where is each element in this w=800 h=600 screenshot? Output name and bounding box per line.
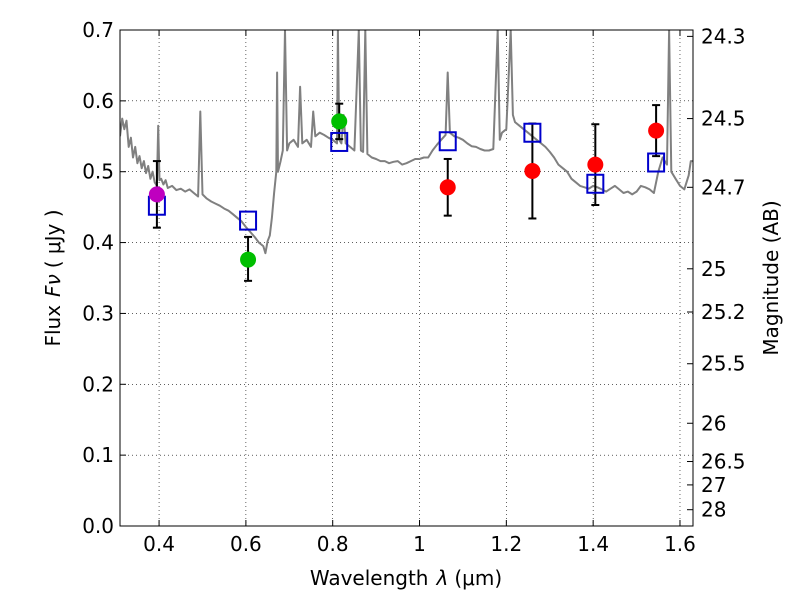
plot-frame (119, 29, 694, 527)
y-axis-label: FluxFν( μJy ) (41, 209, 65, 346)
y2-axis-label: Magnitude (AB) (759, 200, 783, 355)
model-photometry-layer (147, 122, 666, 231)
magnitude-tick-label: 26.5 (701, 450, 746, 474)
x-tick-label: 1.6 (664, 532, 696, 556)
x-tick-label: 1 (413, 532, 426, 556)
magnitude-tick-label: 24.5 (701, 107, 746, 131)
observed-points-layer (148, 113, 665, 268)
y-tick-label: 0.0 (82, 514, 114, 538)
y-tick-label: 0.2 (82, 372, 114, 396)
observed-point (587, 156, 604, 173)
observed-point (524, 163, 541, 180)
magnitude-tick-label: 25.2 (701, 300, 746, 324)
magnitude-tick-label: 25.5 (701, 352, 746, 376)
x-tick-label: 0.6 (230, 532, 262, 556)
x-tick-label: 1.2 (490, 532, 522, 556)
y-tick-label: 0.1 (82, 443, 114, 467)
magnitude-tick-label: 24.3 (701, 24, 746, 48)
magnitude-tick-label: 24.7 (701, 175, 746, 199)
y-tick-label: 0.3 (82, 301, 114, 325)
model-photometry-square (523, 122, 542, 143)
y-tick-label: 0.6 (82, 89, 114, 113)
model-photometry-square (586, 173, 605, 194)
x-tick-label: 1.4 (577, 532, 609, 556)
model-photometry-square (647, 152, 666, 173)
magnitude-tick-label: 25 (701, 257, 726, 281)
x-tick-label: 0.4 (143, 532, 175, 556)
grid (120, 29, 693, 527)
observed-point (648, 122, 665, 139)
observed-point (240, 251, 257, 268)
y-tick-label: 0.7 (82, 18, 114, 42)
model-photometry-square (330, 131, 349, 152)
model-photometry-square (239, 210, 258, 231)
model-spectrum-line (120, 30, 693, 255)
y-tick-label: 0.4 (82, 231, 114, 255)
observed-point (148, 186, 165, 203)
y-tick-label: 0.5 (82, 160, 114, 184)
observed-point (439, 179, 456, 196)
x-tick-label: 0.8 (317, 532, 349, 556)
spectrum-layer (120, 30, 693, 255)
axis-ticks: 0.4 0.6 0.8 1 1.2 1.4 1.6 0.0 0.1 0.2 0.3 0.4 0.5 0.6… (82, 18, 745, 556)
model-photometry-square (438, 131, 457, 152)
magnitude-tick-label: 28 (701, 498, 726, 522)
observed-point (331, 113, 348, 130)
x-axis-label: Wavelength λ (μm) (310, 566, 502, 590)
magnitude-tick-label: 27 (701, 473, 726, 497)
magnitude-tick-label: 26 (701, 411, 726, 435)
